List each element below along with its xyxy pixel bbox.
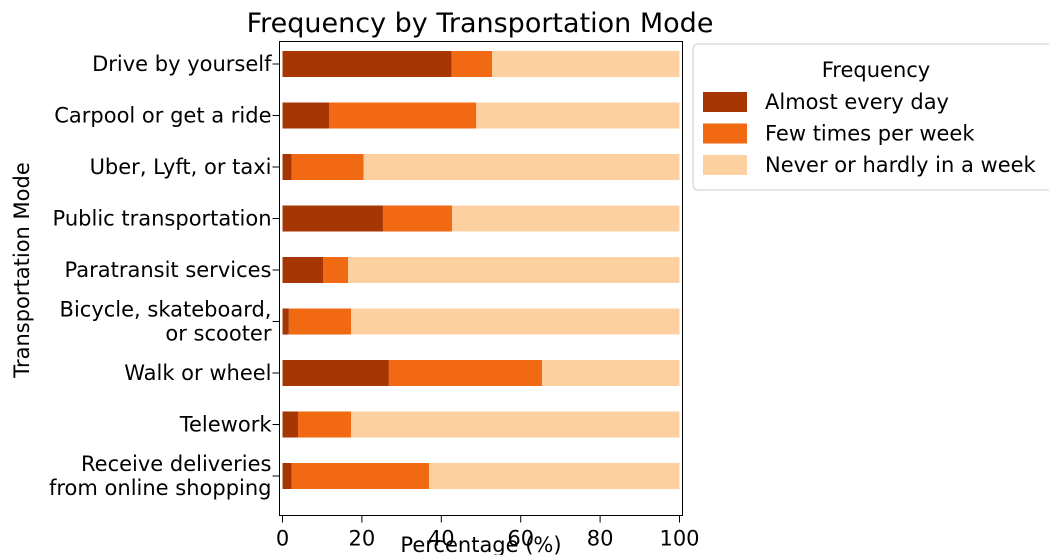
bar-segment-7-0 [282,411,298,438]
bar-segment-3-1 [382,205,453,232]
y-tick-label-line-6-0: Walk or wheel [124,361,271,385]
y-tick-label-2: Uber, Lyft, or taxi [90,155,272,179]
bar-segment-1-1 [329,102,477,129]
y-tick-label-1: Carpool or get a ride [54,104,271,128]
legend-label-1: Few times per week [765,122,975,146]
y-tick-label-line-8-0: Receive deliveries [81,452,272,476]
y-tick-label-line-5-1: or scooter [165,322,271,346]
y-tick-label-0: Drive by yourself [92,52,272,76]
bar-segment-2-2 [363,154,680,180]
bar-segment-7-2 [351,411,680,438]
y-tick-label-3: Public transportation [53,207,272,231]
legend-frame [692,43,1049,191]
y-tick-label-line-3-0: Public transportation [53,207,272,231]
bar-segment-5-2 [351,308,680,335]
bar-segment-7-1 [297,411,352,438]
chart-title: Frequency by Transportation Mode [247,8,714,39]
bar-segment-8-1 [291,463,429,489]
y-tick-label-line-4-0: Paratransit services [65,258,272,282]
bar-segment-5-0 [282,308,289,335]
legend: Frequency Almost every day Few times per … [692,43,1049,191]
legend-swatch-2 [703,155,747,175]
bars-layer [282,51,680,489]
bar-segment-2-0 [282,154,292,180]
y-tick-label-line-8-1: from online shopping [49,476,272,500]
y-tick-label-6: Walk or wheel [124,361,271,385]
plot-area [279,41,683,516]
y-tick-label-7: Telework [179,413,273,437]
bar-segment-4-1 [322,257,348,283]
bar-segment-0-0 [282,51,452,77]
x-tick-label-5: 100 [659,527,699,551]
bar-segment-6-1 [388,360,543,386]
bar-segment-0-2 [492,51,680,77]
x-tick-label-4: 80 [587,527,614,551]
y-tick-label-line-0-0: Drive by yourself [92,52,272,76]
x-axis-ticks: 0 20 40 60 80 100 [276,515,700,551]
y-axis-ticks: Drive by yourself Carpool or get a ride Ub… [49,52,280,500]
y-tick-label-line-7-0: Telework [179,413,273,437]
x-axis-label: Percentage (%) [400,533,561,555]
bar-segment-3-0 [282,205,383,232]
bar-segment-3-2 [452,205,680,232]
x-tick-label-2: 40 [428,527,455,551]
y-tick-label-4: Paratransit services [65,258,272,282]
y-tick-label-5: Bicycle, skateboard, or scooter [60,298,272,346]
bar-segment-6-2 [542,360,680,386]
bar-segment-6-0 [282,360,389,386]
bar-segment-1-0 [282,102,330,129]
legend-items: Almost every day Few times per week Never … [703,90,1037,177]
legend-swatch-0 [703,92,747,112]
y-tick-label-line-2-0: Uber, Lyft, or taxi [90,155,272,179]
y-tick-label-8: Receive deliveries from online shopping [49,452,272,500]
x-tick-label-3: 60 [507,527,534,551]
bar-segment-8-2 [428,463,680,489]
legend-label-0: Almost every day [765,90,949,114]
bar-segment-1-2 [476,102,680,129]
legend-title: Frequency [822,58,931,82]
bar-segment-5-1 [288,308,352,335]
bar-segment-2-1 [291,154,364,180]
x-tick-label-0: 0 [276,527,289,551]
y-tick-label-line-5-0: Bicycle, skateboard, [60,298,272,322]
bar-segment-4-0 [282,257,323,283]
y-axis-label: Transportation Mode [10,162,34,379]
legend-label-2: Never or hardly in a week [765,153,1037,177]
x-tick-label-1: 20 [349,527,376,551]
bar-segment-0-1 [451,51,493,77]
y-tick-label-line-1-0: Carpool or get a ride [54,104,271,128]
bar-segment-8-0 [282,463,292,489]
bar-segment-4-2 [348,257,680,283]
legend-swatch-1 [703,123,747,144]
